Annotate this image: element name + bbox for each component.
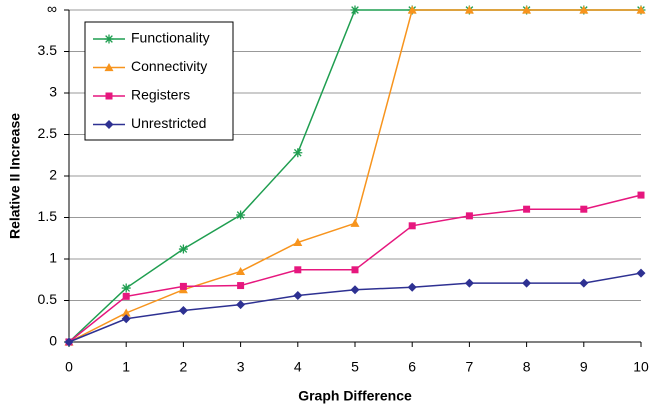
y-tick-label: 0 [49, 333, 57, 349]
marker [236, 266, 246, 276]
marker [580, 205, 588, 213]
marker [293, 237, 303, 246]
marker [636, 268, 646, 278]
y-tick-label: 1.5 [38, 208, 58, 224]
y-tick-label: 3.5 [38, 42, 58, 58]
marker [121, 314, 131, 324]
marker [465, 212, 473, 220]
marker [179, 282, 187, 290]
legend-label: Functionality [131, 30, 210, 46]
x-tick-label: 8 [523, 359, 531, 375]
legend-label: Connectivity [131, 58, 207, 74]
marker [178, 305, 188, 315]
y-tick-label: 0.5 [38, 291, 58, 307]
marker [121, 283, 131, 293]
marker [105, 92, 113, 100]
marker [522, 278, 532, 288]
legend-box [84, 21, 234, 141]
marker [464, 5, 474, 14]
x-tick-label: 5 [351, 359, 359, 375]
x-tick-label: 6 [408, 359, 416, 375]
x-axis-label: Graph Difference [298, 388, 412, 404]
marker [293, 291, 303, 301]
marker [237, 282, 245, 290]
marker [350, 285, 360, 295]
marker [293, 148, 303, 158]
x-tick-label: 2 [180, 359, 188, 375]
marker [104, 120, 114, 129]
marker [636, 5, 646, 14]
x-tick-label: 0 [65, 359, 73, 375]
marker [236, 300, 246, 310]
marker [236, 210, 246, 220]
marker [637, 191, 645, 199]
y-tick-label: ∞ [47, 1, 57, 17]
marker [407, 5, 417, 14]
x-tick-label: 9 [580, 359, 588, 375]
y-tick-label: 3 [49, 84, 57, 100]
y-tick-label: 1 [49, 250, 57, 266]
y-tick-label: 2 [49, 167, 57, 183]
marker [350, 5, 360, 15]
marker [464, 278, 474, 288]
marker [104, 34, 114, 44]
marker [294, 266, 302, 274]
marker [350, 218, 360, 227]
y-axis-label: Relative II Increase [7, 113, 23, 239]
legend: Functionality Connectivity Registers Unrest… [84, 21, 234, 141]
marker [408, 222, 416, 230]
x-tick-label: 10 [633, 359, 649, 375]
marker [178, 244, 188, 254]
marker [64, 337, 74, 347]
marker [523, 205, 531, 213]
y-tick-label: 2.5 [38, 125, 58, 141]
x-tick-label: 4 [294, 359, 302, 375]
marker [522, 5, 532, 14]
legend-label: Registers [131, 87, 190, 103]
series-line [68, 272, 642, 343]
marker [351, 266, 359, 274]
marker [104, 63, 114, 72]
legend-label: Unrestricted [131, 115, 206, 131]
x-tick-label: 7 [466, 359, 474, 375]
marker [121, 308, 131, 317]
marker [122, 292, 130, 300]
marker [579, 278, 589, 288]
x-tick-label: 3 [237, 359, 245, 375]
marker [579, 5, 589, 14]
x-tick-label: 1 [122, 359, 130, 375]
marker [407, 282, 417, 292]
